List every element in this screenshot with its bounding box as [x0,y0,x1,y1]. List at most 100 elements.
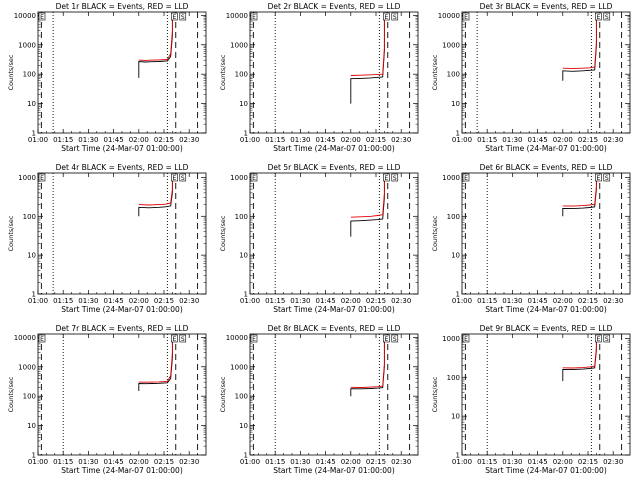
marker-box [38,12,46,21]
marker-box-label: S [393,14,397,21]
y-tick-label: 10 [451,252,460,260]
y-tick-label: 1000 [18,174,36,182]
y-tick-label: 1 [244,452,248,460]
panel-det-3: Det 3r BLACK = Events, RED = LLD 01:00 01:… [431,2,631,153]
x-tick-label: 01:30 [78,297,98,305]
x-tick-label: 01:15 [265,297,285,305]
y-axis-label: Counts/sec [219,376,227,412]
x-tick-label: 01:30 [78,136,98,144]
marker-box-label: E [464,175,468,182]
marker-box [383,334,390,343]
marker-box [250,12,258,21]
marker-box [250,334,258,343]
marker-box-label: S [181,175,185,182]
y-tick-label: 1 [32,452,36,460]
x-tick-label: 02:15 [578,136,598,144]
x-axis-label: Start Time (24-Mar-07 01:00:00) [485,305,607,314]
y-tick-label: 100 [447,71,460,79]
x-tick-label: 01:00 [452,297,472,305]
marker-box [595,12,602,21]
x-tick-label: 02:30 [179,458,199,466]
y-tick-label: 1000 [18,363,36,371]
y-tick-label: 10 [27,252,36,260]
x-tick-label: 01:30 [502,458,522,466]
x-tick-label: 01:00 [28,458,48,466]
x-tick-label: 01:00 [28,136,48,144]
panel-det-6: Det 6r BLACK = Events, RED = LLD 01:00 01:… [431,163,631,314]
marker-box-label: S [181,336,185,343]
lld-series-line [138,13,173,61]
marker-box [171,334,178,343]
lld-series-line [138,175,173,206]
x-tick-label: 02:00 [553,458,573,466]
y-tick-label: 1000 [442,335,460,343]
y-tick-label: 10000 [14,334,36,342]
x-tick-label: 02:00 [341,136,361,144]
marker-box-label: E [252,336,256,343]
x-tick-label: 01:00 [452,136,472,144]
marker-box-label: E [385,336,389,343]
x-tick-label: 02:15 [366,458,386,466]
plot-frame [461,11,631,134]
y-tick-label: 1000 [442,41,460,49]
marker-box-label: E [464,14,468,21]
marker-box [462,334,470,343]
x-tick-label: 02:15 [154,458,174,466]
marker-box-label: E [173,336,177,343]
marker-box [603,173,611,182]
x-tick-label: 02:00 [129,458,149,466]
panel-det-7: Det 7r BLACK = Events, RED = LLD 01:00 01:… [7,324,207,475]
marker-box [595,334,602,343]
panel-title: Det 8r BLACK = Events, RED = LLD [268,324,401,333]
y-tick-label: 10000 [438,12,460,20]
x-tick-label: 02:15 [154,136,174,144]
marker-box [38,173,46,182]
x-tick-label: 01:45 [316,136,336,144]
y-axis-label: Counts/sec [431,54,439,90]
x-tick-label: 01:45 [316,297,336,305]
y-tick-label: 100 [23,213,36,221]
y-tick-label: 10 [27,422,36,430]
x-axis-label: Start Time (24-Mar-07 01:00:00) [61,466,183,475]
x-tick-label: 01:30 [78,458,98,466]
y-tick-label: 1000 [230,363,248,371]
marker-box-label: E [597,14,601,21]
x-axis-label: Start Time (24-Mar-07 01:00:00) [485,144,607,153]
marker-box [391,173,399,182]
y-axis-label: Counts/sec [7,215,15,251]
lld-series-line [350,335,385,388]
x-tick-label: 01:30 [290,297,310,305]
panel-title: Det 9r BLACK = Events, RED = LLD [480,324,613,333]
marker-box [603,12,611,21]
marker-box-label: E [40,336,44,343]
x-tick-label: 01:45 [528,297,548,305]
marker-box-label: E [385,14,389,21]
x-tick-label: 01:00 [28,297,48,305]
panel-det-8: Det 8r BLACK = Events, RED = LLD 01:00 01:… [219,324,419,475]
marker-box-label: E [597,175,601,182]
y-axis-label: Counts/sec [7,54,15,90]
x-tick-label: 01:00 [240,297,260,305]
x-tick-label: 01:30 [502,136,522,144]
marker-box-label: S [393,175,397,182]
marker-box-label: E [597,336,601,343]
x-tick-label: 02:15 [154,297,174,305]
events-series-line [138,175,173,217]
x-axis-label: Start Time (24-Mar-07 01:00:00) [485,466,607,475]
x-tick-label: 02:00 [553,136,573,144]
x-tick-label: 01:15 [265,458,285,466]
y-tick-label: 100 [235,393,248,401]
lld-series-line [562,175,597,207]
y-tick-label: 1 [32,291,36,299]
marker-box-label: S [605,336,609,343]
x-axis-label: Start Time (24-Mar-07 01:00:00) [273,466,395,475]
marker-box-label: E [385,175,389,182]
y-tick-label: 1 [456,452,460,460]
y-tick-label: 1000 [230,174,248,182]
x-tick-label: 01:15 [53,297,73,305]
marker-box-label: S [181,14,185,21]
y-tick-label: 1 [244,130,248,138]
panel-title: Det 3r BLACK = Events, RED = LLD [480,2,613,11]
x-tick-label: 01:45 [104,297,124,305]
y-tick-label: 1 [456,291,460,299]
